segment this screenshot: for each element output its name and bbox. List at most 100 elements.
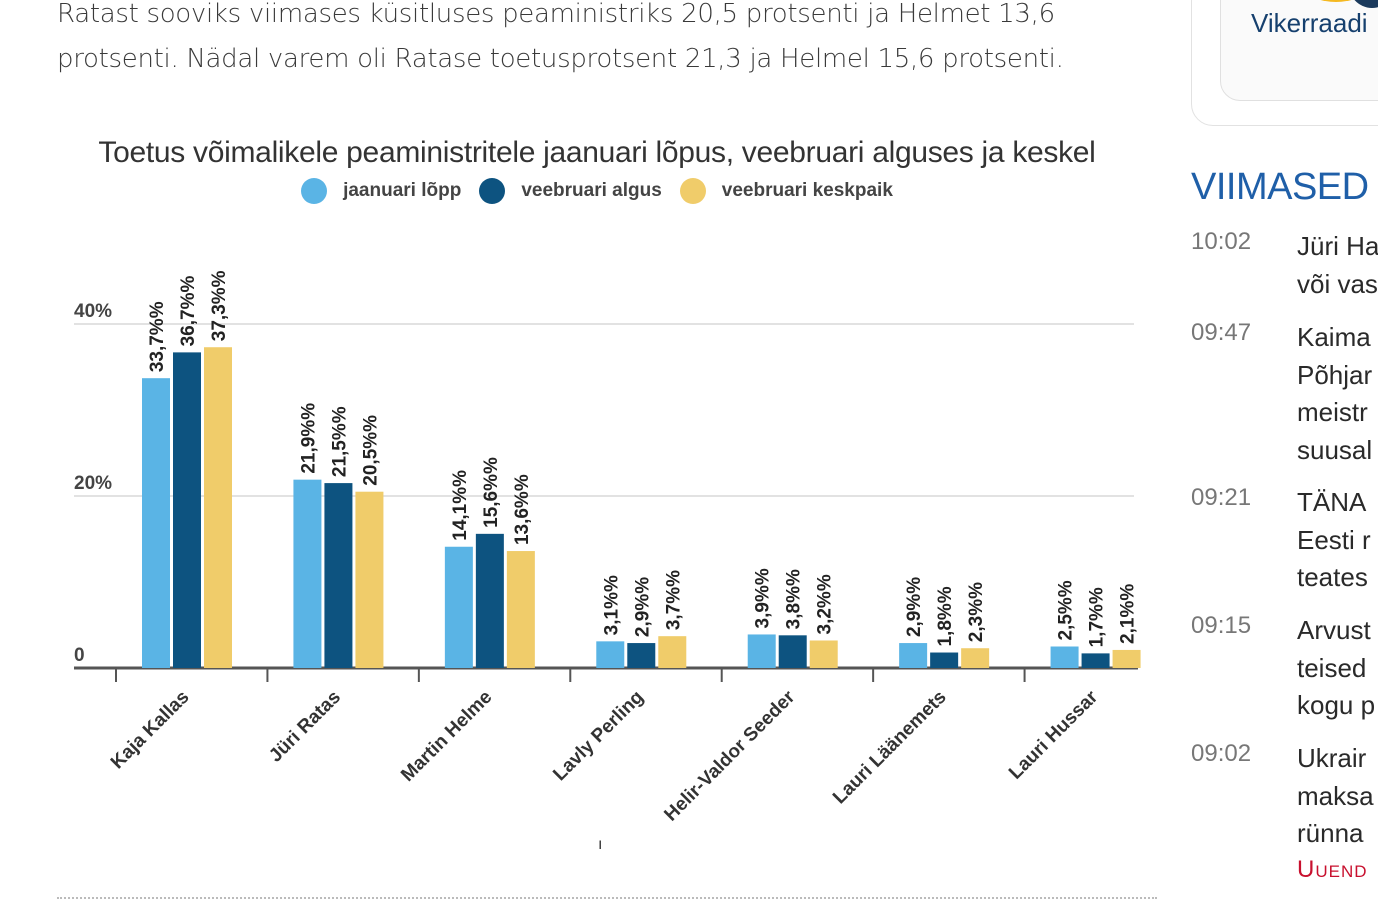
data-label: 3,9%% [753,568,774,628]
news-title-line: TÄNA [1297,487,1367,517]
bar-0 [747,634,776,668]
x-category-label: Martin Helme [397,687,496,786]
data-label: 1,8%% [935,586,956,646]
news-title[interactable]: Ukrair maksa rünna [1297,740,1378,853]
y-tick-label: 20% [74,473,112,494]
legend-swatch [301,178,328,204]
news-title-line: suusal [1297,434,1373,465]
article-line-2: protsenti. Nädal varem oli Ratase toetus… [57,44,1064,74]
chart-legend: jaanuari lõpp veebruari algus veebruari ke… [40,178,1154,204]
bar-0 [1050,646,1079,668]
radio-widget-inner[interactable]: Vikerraadi [1220,0,1378,101]
data-label: 3,8%% [784,569,805,629]
news-item[interactable]: 10:02 Jüri Ha või vas [1191,228,1378,307]
next-paragraph-edge [57,893,1157,900]
legend-label: veebruari keskpaik [721,180,893,201]
news-title-line: või vas [1297,268,1378,299]
data-label: 15,6%% [481,457,502,528]
news-title-line: Põhjar [1297,359,1373,390]
x-category-label: Jüri Ratas [265,687,345,767]
news-item[interactable]: 09:21 TÄNA Eesti r teates [1191,484,1378,601]
news-title[interactable]: Arvust teised kogu p [1297,612,1378,725]
data-label: 2,3%% [966,582,987,642]
radio-logo-icon [1281,0,1378,2]
news-item[interactable]: 09:47 Kaima Põhjar meistr suusal [1191,319,1378,473]
news-time: 09:21 [1191,484,1252,511]
data-label: 21,5%% [329,406,350,477]
bar-1 [1081,653,1110,668]
news-time: 09:47 [1191,319,1252,346]
radio-station-name: Vikerraadi [1251,8,1368,38]
legend-item[interactable]: veebruari keskpaik [679,178,893,204]
news-item[interactable]: 09:15 Arvust teised kogu p [1191,612,1378,729]
news-title[interactable]: Kaima Põhjar meistr suusal [1297,319,1378,469]
news-title[interactable]: TÄNA Eesti r teates [1297,484,1378,597]
x-category-label: Helir-Valdor Seeder [660,686,799,825]
data-label: 37,3%% [209,270,230,341]
bar-2 [658,636,687,668]
bar-1 [173,352,201,668]
news-time: 10:02 [1191,228,1252,255]
data-label: 13,6%% [512,474,533,545]
news-title-line: Ukrair [1297,743,1367,773]
news-title-line: meistr [1297,397,1368,427]
bar-0 [596,641,625,668]
data-label: 20,5%% [360,415,381,486]
updated-badge: Uuend [1297,856,1368,883]
x-category-label: Lauri Hussar [1005,686,1102,783]
data-label: 21,9%% [298,403,319,474]
radio-widget[interactable]: Vikerraadi [1191,0,1378,126]
data-label: 2,9%% [904,577,925,637]
bar-0 [444,546,473,668]
latest-news-heading[interactable]: VIIMASED U [1191,166,1378,208]
news-title-line: Jüri Ha [1297,231,1378,261]
chart-title: Toetus võimalikele peaministritele jaanu… [98,136,1096,169]
news-title-line: maksa [1297,780,1374,811]
legend-label: jaanuari lõpp [343,180,462,201]
x-category-label: Kaja Kallas [107,687,194,774]
news-title-line: rünna [1297,818,1364,848]
bar-2 [506,551,535,668]
y-tick-label: 0 [74,645,85,666]
chart-canvas: 0 20% 40% 33,7%% 36,7%% 37,3%% Kaja Kallas 21,9… [74,270,1141,825]
bar-1 [475,533,504,668]
news-title-line: kogu p [1297,690,1376,720]
bar-1 [324,483,353,668]
data-label: 1,7%% [1087,587,1108,647]
legend-item[interactable]: veebruari algus [479,178,662,204]
legend-swatch [479,178,506,204]
article-paragraph: Ratast sooviks viimases küsitluses peami… [57,0,1167,82]
news-item[interactable]: 09:02 Ukrair maksa rünna [1191,740,1378,857]
news-time: 09:02 [1191,740,1252,767]
bar-2 [1112,649,1141,668]
bar-1 [930,652,959,668]
bar-0 [142,378,170,668]
y-tick-label: 40% [74,301,112,322]
legend-swatch [679,178,706,204]
x-category-label: Lavly Perling [549,687,647,785]
bar-0 [899,643,928,668]
bar-1 [778,635,807,668]
news-title-line: Arvust [1297,615,1371,645]
news-title-line: teates [1297,562,1368,592]
bar-2 [809,640,838,668]
data-label: 36,7%% [178,276,199,347]
data-label: 3,1%% [601,575,622,635]
data-label: 3,2%% [815,574,836,634]
data-label: 2,9%% [632,577,653,637]
bar-chart: 0 20% 40% 33,7%% 36,7%% 37,3%% Kaja Kallas 21,9… [40,130,1160,860]
bar-1 [627,643,656,668]
bar-2 [204,347,232,668]
x-category-label: Lauri Läänemets [829,687,951,809]
article-line-1: Ratast sooviks viimases küsitluses peami… [57,0,1055,29]
chart-footer-mark: ı [598,836,603,853]
news-title[interactable]: Jüri Ha või vas [1297,228,1378,303]
legend-label: veebruari algus [521,180,662,201]
play-icon[interactable] [1347,0,1378,8]
news-title-line: Kaima [1297,322,1371,352]
data-label: 2,5%% [1056,580,1077,640]
legend-item[interactable]: jaanuari lõpp [301,178,461,204]
news-title-line: teised [1297,652,1367,683]
news-title-line: Eesti r [1297,524,1371,555]
data-label: 33,7%% [147,301,168,372]
